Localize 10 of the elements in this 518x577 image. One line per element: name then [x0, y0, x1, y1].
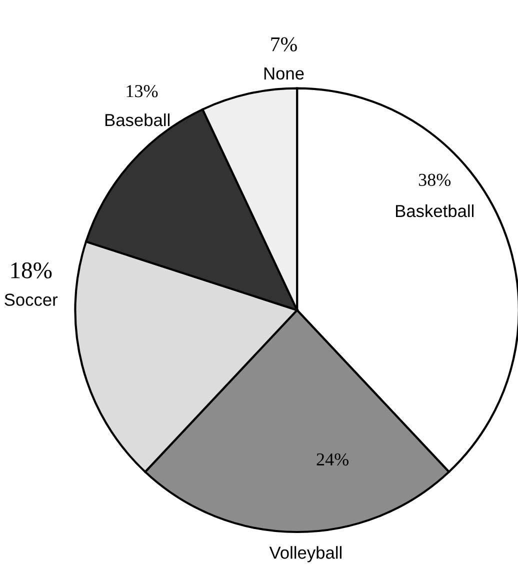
slice-label: Soccer [4, 294, 58, 306]
slice-label: Basketball [396, 204, 474, 218]
slice-label: Volleyball [269, 546, 342, 562]
slice-label: None [264, 68, 304, 80]
data-label: 38% [418, 174, 451, 186]
slice-label: Baseball [105, 113, 170, 126]
data-label: 18% [11, 262, 52, 278]
data-label: 13% [126, 85, 158, 98]
data-label: 7% [271, 37, 297, 52]
data-label: 24% [316, 453, 349, 466]
